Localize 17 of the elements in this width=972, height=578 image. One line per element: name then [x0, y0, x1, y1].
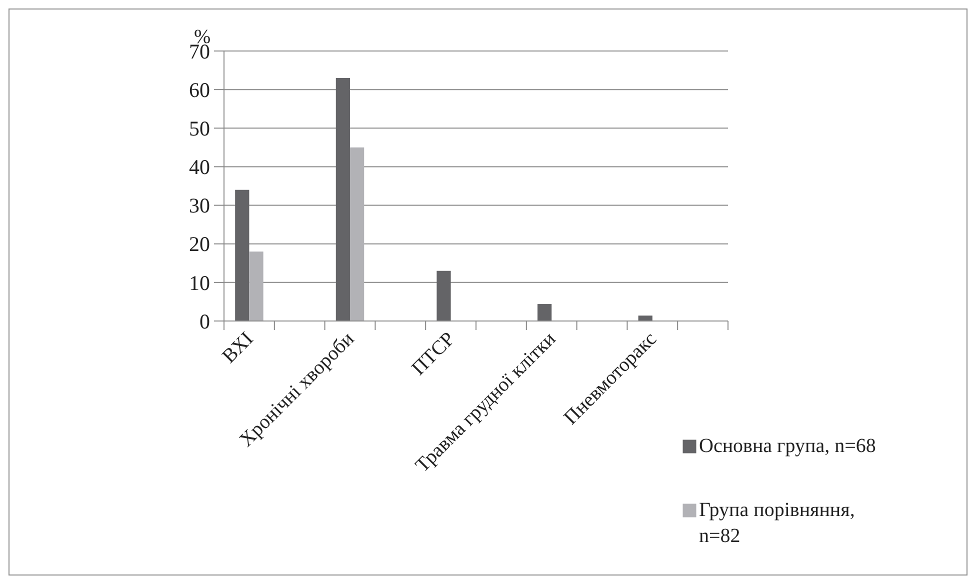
y-tick-label: 20: [189, 232, 210, 256]
legend-label: Основна група, n=68: [699, 435, 876, 457]
bar: [235, 190, 250, 321]
bar: [638, 316, 652, 321]
y-tick-label: 50: [189, 116, 210, 140]
y-tick-label: 60: [189, 78, 210, 102]
x-tick-label: ВХІ: [218, 328, 258, 368]
y-tick-label: 30: [189, 194, 210, 218]
bar: [336, 78, 350, 321]
y-tick-label: 0: [200, 309, 210, 334]
legend-label: Група порівняння, n=82: [699, 499, 855, 547]
bar: [350, 147, 364, 321]
bar: [537, 304, 552, 321]
y-tick-label: 10: [189, 270, 210, 295]
y-tick-label: 40: [189, 155, 210, 180]
bar: [249, 252, 264, 321]
bar: [436, 270, 451, 321]
